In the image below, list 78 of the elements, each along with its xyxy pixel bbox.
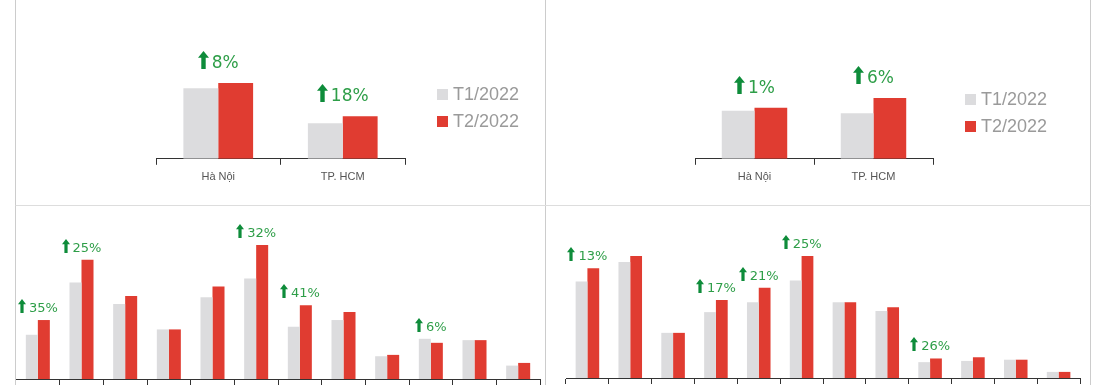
annotation: 1%: [748, 76, 775, 97]
bar: [81, 259, 94, 379]
bar: [704, 312, 716, 378]
bar: [758, 287, 771, 378]
bar: [69, 282, 82, 379]
legend-label: T2/2022: [981, 116, 1048, 136]
annotation: 26%: [921, 338, 951, 354]
bar: [387, 354, 400, 379]
bar: [113, 303, 126, 379]
bar: [930, 358, 942, 378]
annotation: 21%: [749, 267, 779, 283]
legend-label: T1/2022: [981, 89, 1048, 109]
bar: [474, 340, 487, 379]
bar: [287, 326, 300, 379]
annotation: 18%: [330, 85, 369, 106]
bar: [244, 278, 257, 379]
bar: [832, 302, 845, 378]
bar: [430, 342, 443, 379]
annotation: 25%: [792, 236, 822, 251]
bar: [183, 88, 219, 159]
bar: [618, 262, 631, 378]
bar: [918, 362, 931, 378]
annotation: 6%: [867, 67, 894, 87]
annotation: 32%: [247, 225, 277, 240]
legend-label: T1/2022: [453, 84, 520, 104]
annotation: 25%: [72, 239, 102, 255]
bar: [873, 98, 907, 159]
bar: [256, 245, 269, 379]
bar: [331, 320, 344, 379]
bar: [673, 332, 685, 378]
annotation: 8%: [211, 52, 239, 72]
annotation: 35%: [28, 300, 58, 316]
bar: [715, 299, 728, 378]
annotation: 6%: [426, 318, 447, 334]
bar: [1015, 359, 1028, 378]
bar: [754, 107, 788, 159]
bar: [972, 357, 985, 378]
bar: [200, 297, 213, 379]
bar: [630, 256, 643, 378]
bar: [168, 329, 181, 379]
bar: [844, 302, 857, 378]
bar: [789, 280, 802, 378]
bar: [1003, 359, 1016, 378]
bar: [125, 295, 138, 379]
bar: [1046, 371, 1059, 378]
bar: [343, 312, 356, 379]
x-tick-label: TP. HCM: [851, 170, 896, 183]
bar: [37, 320, 50, 379]
annotation: 41%: [290, 285, 320, 301]
bar: [840, 113, 874, 159]
bar: [212, 286, 225, 379]
bar: [25, 334, 38, 379]
bar: [721, 110, 755, 159]
bar: [418, 338, 431, 379]
bar: [462, 340, 475, 379]
bar: [575, 281, 588, 378]
bar: [887, 307, 900, 378]
annotation: 13%: [578, 248, 608, 264]
bar: [875, 310, 888, 378]
bar: [661, 332, 674, 378]
x-tick-label: TP. HCM: [320, 170, 365, 183]
bar: [518, 362, 531, 379]
bar: [307, 123, 343, 159]
bar: [375, 356, 388, 379]
bar: [1058, 371, 1071, 378]
x-tick-label: Hà Nội: [737, 170, 772, 183]
bar: [746, 302, 759, 378]
bar: [299, 305, 312, 379]
x-tick-label: Hà Nội: [201, 170, 236, 183]
annotation: 17%: [706, 279, 736, 295]
bar: [587, 268, 600, 378]
bar: [342, 116, 378, 159]
bar: [961, 360, 973, 378]
bar: [801, 256, 814, 378]
bar: [156, 329, 169, 379]
bar: [506, 365, 519, 379]
bar: [218, 83, 254, 159]
legend-label: T2/2022: [453, 111, 520, 131]
